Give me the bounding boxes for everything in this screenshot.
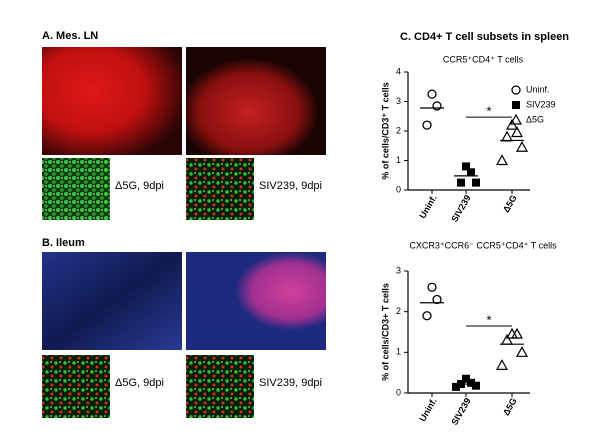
data-point bbox=[495, 359, 509, 370]
y-tick-label: 3 bbox=[396, 96, 401, 106]
data-point bbox=[427, 282, 437, 292]
data-point bbox=[500, 130, 514, 142]
y-tick-label: 0 bbox=[396, 184, 401, 194]
data-point bbox=[422, 311, 432, 321]
micrograph bbox=[186, 252, 326, 350]
data-point bbox=[505, 118, 519, 130]
y-tick-label: 2 bbox=[396, 306, 401, 316]
micrograph-inset bbox=[186, 158, 254, 220]
data-point bbox=[510, 327, 524, 339]
x-tick-label: Uninf. bbox=[417, 396, 438, 423]
x-tick-label: Uninf. bbox=[417, 193, 438, 220]
chart-title: CCR5⁺CD4⁺ T cells bbox=[443, 54, 524, 64]
y-tick-label: 4 bbox=[396, 66, 401, 76]
data-point bbox=[427, 89, 437, 99]
micrograph-inset bbox=[186, 355, 254, 418]
significance-label: * bbox=[486, 104, 491, 119]
y-tick-label: 1 bbox=[396, 155, 401, 165]
legend-label: Uninf. bbox=[526, 84, 550, 94]
micrograph-inset bbox=[42, 158, 110, 220]
data-point bbox=[462, 374, 470, 383]
micrograph bbox=[42, 47, 182, 155]
data-point bbox=[432, 101, 442, 111]
micrograph bbox=[42, 252, 182, 350]
data-point bbox=[515, 140, 529, 152]
micrograph bbox=[186, 47, 326, 155]
data-point bbox=[432, 294, 442, 305]
caption: Δ5G, 9dpi bbox=[115, 377, 164, 389]
caption: SIV239, 9dpi bbox=[259, 377, 322, 389]
data-point bbox=[472, 178, 480, 187]
legend-label: SIV239 bbox=[526, 99, 556, 109]
data-point bbox=[472, 381, 480, 390]
data-point bbox=[509, 113, 523, 125]
y-axis-label: % of cells/CD3⁺ T cells bbox=[380, 82, 390, 179]
chart-title: CXCR3⁺CCR6⁻ CCR5⁺CD4⁺ T cells bbox=[409, 240, 557, 250]
x-tick-label: SIV239 bbox=[449, 193, 472, 224]
y-tick-label: 2 bbox=[396, 125, 401, 135]
y-tick-label: 3 bbox=[396, 265, 401, 275]
micrograph-inset bbox=[42, 355, 110, 418]
x-tick-label: Δ5G bbox=[501, 396, 519, 417]
data-point bbox=[452, 382, 460, 391]
data-point bbox=[467, 378, 475, 387]
panel-title: B. Ileum bbox=[42, 237, 85, 249]
panel-title: C. CD4+ T cell subsets in spleen bbox=[400, 31, 569, 43]
data-point bbox=[511, 85, 521, 95]
caption: SIV239, 9dpi bbox=[259, 180, 322, 192]
x-tick-label: SIV239 bbox=[449, 396, 472, 427]
panel-title: A. Mes. LN bbox=[42, 30, 98, 42]
data-point bbox=[495, 154, 509, 166]
data-point bbox=[510, 126, 524, 138]
significance-label: * bbox=[486, 312, 491, 327]
x-tick-label: Δ5G bbox=[501, 193, 519, 214]
legend-label: Δ5G bbox=[526, 114, 544, 124]
data-point bbox=[467, 168, 475, 177]
data-point bbox=[512, 101, 520, 109]
data-point bbox=[422, 120, 432, 130]
y-tick-label: 1 bbox=[396, 347, 401, 357]
data-point bbox=[457, 178, 465, 187]
data-point bbox=[500, 333, 514, 345]
data-point bbox=[462, 162, 470, 171]
y-tick-label: 0 bbox=[396, 387, 401, 397]
data-point bbox=[515, 346, 529, 357]
y-axis-label: % of cells/CD3+ T cells bbox=[380, 283, 390, 381]
caption: Δ5G, 9dpi bbox=[115, 180, 164, 192]
